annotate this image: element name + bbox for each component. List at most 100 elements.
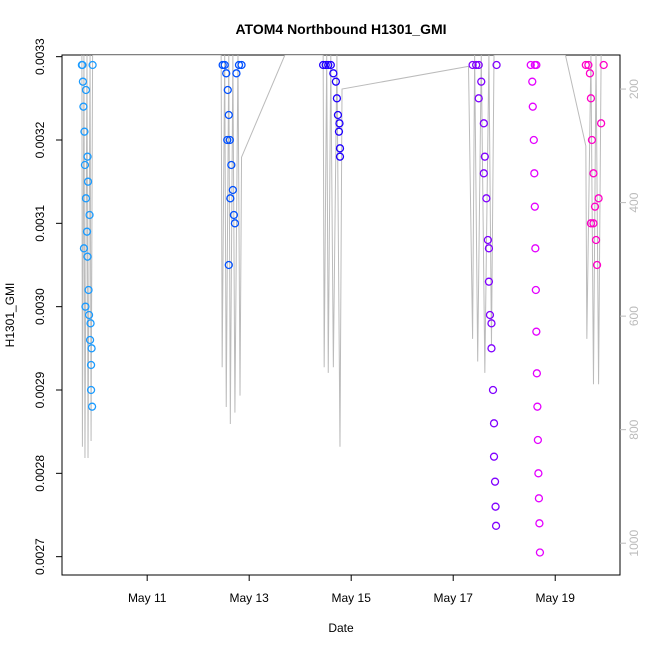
point bbox=[329, 69, 338, 78]
y-tick-label: 0.0033 bbox=[33, 38, 47, 75]
point bbox=[326, 60, 335, 70]
point bbox=[232, 69, 241, 78]
point bbox=[228, 185, 238, 195]
point bbox=[487, 344, 496, 353]
point bbox=[334, 127, 344, 136]
point bbox=[491, 502, 500, 511]
point bbox=[479, 169, 488, 178]
point bbox=[87, 402, 97, 411]
point bbox=[533, 435, 543, 445]
point bbox=[224, 110, 233, 120]
y-tick-label: 0.0028 bbox=[33, 455, 47, 492]
point bbox=[237, 60, 246, 70]
point bbox=[88, 60, 97, 70]
point bbox=[81, 194, 91, 203]
point bbox=[81, 85, 91, 95]
point bbox=[530, 169, 539, 178]
point bbox=[587, 135, 597, 145]
point bbox=[333, 110, 343, 120]
point bbox=[535, 519, 544, 528]
point bbox=[532, 60, 541, 70]
point bbox=[596, 119, 606, 128]
point bbox=[78, 60, 87, 70]
plot-area bbox=[77, 55, 608, 557]
point bbox=[220, 60, 229, 70]
point bbox=[489, 419, 499, 428]
point bbox=[335, 119, 344, 128]
point bbox=[484, 244, 494, 253]
point bbox=[79, 102, 88, 111]
point bbox=[85, 335, 95, 345]
point bbox=[80, 127, 89, 136]
point bbox=[532, 327, 541, 336]
point bbox=[222, 69, 231, 78]
point bbox=[530, 202, 539, 211]
y2-tick-label: 400 bbox=[627, 192, 641, 212]
point bbox=[86, 360, 96, 370]
point bbox=[529, 135, 538, 145]
point bbox=[85, 210, 94, 220]
point bbox=[484, 277, 494, 286]
point bbox=[492, 60, 501, 70]
y-axis-label: H1301_GMI bbox=[3, 283, 17, 348]
x-tick-label: May 19 bbox=[536, 591, 576, 605]
point bbox=[318, 60, 328, 70]
point bbox=[591, 235, 601, 245]
point bbox=[528, 77, 537, 86]
point bbox=[226, 194, 235, 203]
point bbox=[83, 152, 92, 161]
point bbox=[331, 77, 341, 86]
point bbox=[335, 152, 345, 161]
point bbox=[491, 521, 501, 530]
point bbox=[223, 85, 232, 95]
x-tick-label: May 11 bbox=[128, 591, 167, 605]
point bbox=[468, 60, 477, 70]
point bbox=[585, 69, 595, 78]
point bbox=[477, 77, 486, 86]
point bbox=[224, 260, 233, 270]
point bbox=[586, 219, 596, 228]
y-tick-label: 0.0029 bbox=[33, 371, 47, 408]
y-tick-label: 0.0031 bbox=[33, 205, 47, 242]
point bbox=[535, 548, 545, 557]
point bbox=[321, 60, 330, 70]
point bbox=[86, 385, 96, 395]
point bbox=[335, 144, 345, 153]
point bbox=[490, 477, 500, 486]
y-tick-label: 0.0027 bbox=[33, 538, 47, 575]
point bbox=[584, 60, 593, 70]
y2-tick-label: 200 bbox=[627, 79, 641, 99]
point bbox=[480, 152, 489, 161]
y-tick-label: 0.0030 bbox=[33, 288, 47, 325]
point bbox=[534, 494, 544, 503]
plot-frame bbox=[61, 54, 621, 576]
point bbox=[581, 60, 590, 70]
point bbox=[80, 160, 90, 170]
point bbox=[589, 169, 598, 178]
pressure-line bbox=[81, 55, 602, 459]
point bbox=[332, 94, 342, 103]
point bbox=[489, 452, 499, 461]
y-tick-label: 0.0032 bbox=[33, 121, 47, 158]
point bbox=[227, 160, 236, 170]
point bbox=[84, 310, 94, 320]
x-tick-label: May 15 bbox=[332, 591, 372, 605]
point bbox=[590, 202, 600, 211]
x-axis-label: Date bbox=[328, 621, 354, 635]
point bbox=[225, 135, 234, 145]
x-tick-label: May 17 bbox=[434, 591, 474, 605]
point bbox=[531, 285, 540, 295]
point bbox=[531, 244, 540, 253]
point bbox=[533, 402, 542, 411]
point bbox=[592, 260, 602, 270]
point bbox=[83, 252, 92, 261]
point bbox=[230, 219, 240, 228]
point bbox=[87, 344, 96, 353]
point bbox=[482, 194, 491, 203]
point bbox=[84, 285, 93, 295]
point bbox=[483, 235, 493, 245]
point bbox=[534, 469, 543, 478]
point bbox=[589, 219, 598, 228]
point bbox=[82, 227, 92, 236]
